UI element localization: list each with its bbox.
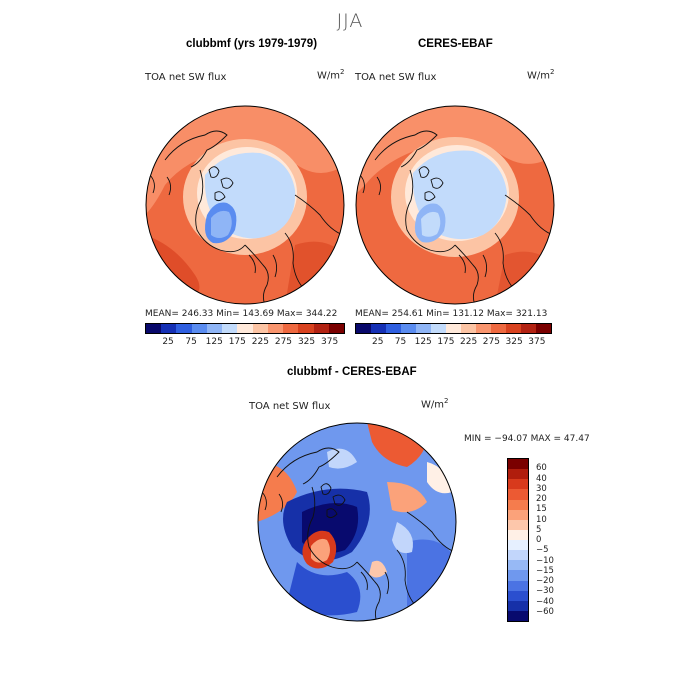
colorbar-tick-label: 125 xyxy=(414,337,432,347)
colorbar-swatch xyxy=(161,324,177,333)
colorbar-tick-label: 275 xyxy=(482,337,500,347)
colorbar-swatch xyxy=(328,324,345,333)
panel-title-model: clubbmf (yrs 1979-1979) xyxy=(186,38,318,50)
colorbar-tick-label: 40 xyxy=(536,473,547,484)
colorbar-swatch xyxy=(237,324,253,333)
difference-units: W/m2 xyxy=(421,397,449,411)
panel-variable-model: TOA net SW flux xyxy=(145,72,227,83)
colorbar-swatch xyxy=(461,324,476,333)
colorbar-swatch xyxy=(401,324,416,333)
polar-map-obs xyxy=(355,105,555,305)
polar-map-model xyxy=(145,105,345,305)
colorbar-tick-label: 125 xyxy=(205,337,223,347)
panel-title-obs: CERES-EBAF xyxy=(418,38,493,50)
colorbar-swatch xyxy=(313,324,329,333)
colorbar-swatch xyxy=(508,540,528,551)
panel-units-obs: W/m2 xyxy=(527,68,555,82)
colorbar-tick-label: 375 xyxy=(528,337,546,347)
colorbar-tick-label: −15 xyxy=(536,565,554,576)
colorbar-swatch xyxy=(508,459,528,470)
colorbar-tick-label: 25 xyxy=(162,337,174,347)
colorbar-ticks-model: 25 75 125 175 225 275 325 375 xyxy=(145,337,345,349)
colorbar-swatch xyxy=(506,324,521,333)
colorbar-obs xyxy=(355,323,552,334)
colorbar-swatch xyxy=(476,324,491,333)
colorbar-swatch xyxy=(356,324,371,333)
colorbar-swatch xyxy=(508,469,528,480)
colorbar-tick-label: 60 xyxy=(536,463,547,474)
colorbar-swatch xyxy=(508,570,528,581)
colorbar-tick-label: 20 xyxy=(536,494,547,504)
colorbar-tick-label: 10 xyxy=(536,514,547,525)
colorbar-swatch xyxy=(508,509,528,520)
colorbar-swatch xyxy=(508,529,528,540)
colorbar-swatch xyxy=(446,324,461,333)
colorbar-swatch xyxy=(298,324,314,333)
colorbar-swatch xyxy=(386,324,401,333)
colorbar-tick-label: −60 xyxy=(536,606,554,617)
difference-stats: MIN = −94.07 MAX = 47.47 xyxy=(464,434,590,444)
colorbar-tick-label: 325 xyxy=(297,337,316,347)
colorbar-swatch xyxy=(508,550,528,561)
panel-stats-model: MEAN= 246.33 Min= 143.69 Max= 344.22 xyxy=(145,309,338,319)
colorbar-swatch xyxy=(222,324,238,333)
colorbar-ticks-obs: 25 75 125 175 225 275 325 375 xyxy=(355,337,552,349)
colorbar-swatch xyxy=(508,489,528,500)
colorbar-swatch xyxy=(491,324,506,333)
difference-title: clubbmf - CERES-EBAF xyxy=(287,366,417,378)
colorbar-swatch xyxy=(508,560,528,571)
colorbar-tick-label: 25 xyxy=(371,337,384,347)
colorbar-tick-label: −5 xyxy=(536,545,549,556)
colorbar-swatch xyxy=(371,324,386,333)
panel-stats-obs: MEAN= 254.61 Min= 131.12 Max= 321.13 xyxy=(355,309,548,319)
panel-variable-obs: TOA net SW flux xyxy=(355,72,437,83)
colorbar-swatch xyxy=(508,610,528,621)
colorbar-tick-label: 75 xyxy=(185,337,197,347)
colorbar-swatch xyxy=(508,499,528,510)
colorbar-swatch xyxy=(206,324,223,333)
colorbar-swatch xyxy=(267,324,284,333)
colorbar-swatch xyxy=(508,519,528,530)
colorbar-ticks-difference: 60 40 30 20 15 10 5 0 −5 −10 −15 −20 −30 −40 −60 xyxy=(536,458,576,622)
colorbar-tick-label: 0 xyxy=(536,535,542,545)
colorbar-tick-label: −40 xyxy=(536,596,554,607)
colorbar-swatch xyxy=(146,324,162,333)
colorbar-tick-label: 275 xyxy=(274,337,293,347)
difference-variable: TOA net SW flux xyxy=(249,401,331,412)
colorbar-tick-label: 225 xyxy=(251,337,269,347)
colorbar-swatch xyxy=(176,324,192,333)
colorbar-swatch xyxy=(252,324,268,333)
colorbar-tick-label: 225 xyxy=(460,337,478,347)
colorbar-swatch xyxy=(521,324,536,333)
colorbar-tick-label: 325 xyxy=(505,337,523,347)
colorbar-swatch xyxy=(416,324,431,333)
colorbar-swatch xyxy=(431,324,446,333)
polar-map-difference xyxy=(257,422,457,622)
colorbar-swatch xyxy=(283,324,299,333)
colorbar-tick-label: 15 xyxy=(536,504,547,515)
panel-units-model: W/m2 xyxy=(317,68,345,82)
figure-title: JJA xyxy=(336,10,364,32)
colorbar-tick-label: −30 xyxy=(536,586,554,597)
colorbar-swatch xyxy=(536,324,551,333)
colorbar-tick-label: 30 xyxy=(536,483,547,494)
colorbar-tick-label: 175 xyxy=(228,337,246,347)
colorbar-swatch xyxy=(191,324,207,333)
colorbar-swatch xyxy=(508,479,528,490)
colorbar-swatch xyxy=(508,600,528,611)
colorbar-tick-label: 5 xyxy=(536,524,542,535)
colorbar-tick-label: 375 xyxy=(321,337,339,347)
colorbar-model xyxy=(145,323,345,334)
colorbar-difference xyxy=(507,458,529,622)
colorbar-tick-label: 175 xyxy=(437,337,455,347)
colorbar-swatch xyxy=(508,580,528,591)
colorbar-tick-label: −20 xyxy=(536,576,554,586)
colorbar-tick-label: −10 xyxy=(536,555,554,566)
colorbar-tick-label: 75 xyxy=(394,337,407,347)
colorbar-swatch xyxy=(508,590,528,601)
